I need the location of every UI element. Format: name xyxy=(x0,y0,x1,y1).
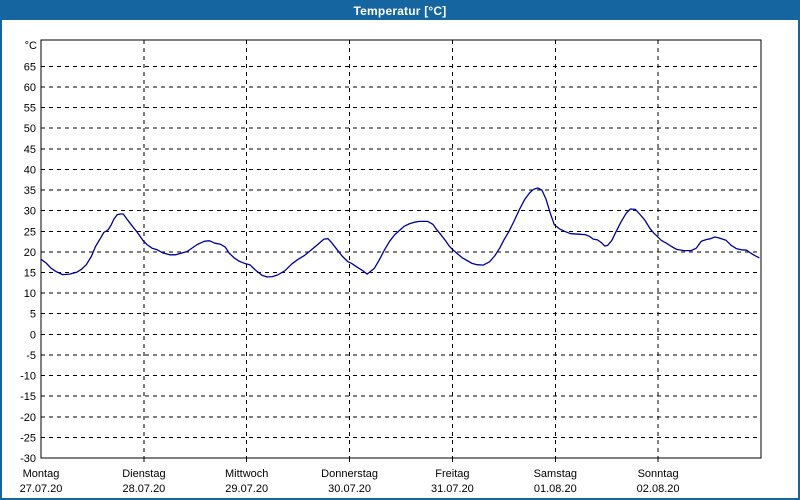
y-tick-label: 60 xyxy=(24,82,36,94)
x-day-date-label: 01.08.20 xyxy=(534,483,577,495)
plot-border xyxy=(40,39,762,459)
y-tick-label: 45 xyxy=(24,144,36,156)
y-tick-label: -10 xyxy=(20,371,36,383)
y-axis-unit-label: °C xyxy=(25,40,37,52)
y-tick-label: 50 xyxy=(24,123,36,135)
y-tick-label: 15 xyxy=(24,268,36,280)
x-day-name-label: Sonntag xyxy=(638,468,679,480)
y-tick-label: 25 xyxy=(24,226,36,238)
y-tick-label: -30 xyxy=(20,453,36,465)
x-day-name-label: Samstag xyxy=(534,468,577,480)
y-tick-label: 65 xyxy=(24,61,36,73)
window-title: Temperatur [°C] xyxy=(353,4,447,18)
y-tick-label: 10 xyxy=(24,288,36,300)
x-day-name-label: Montag xyxy=(23,468,60,480)
y-tick-label: 20 xyxy=(24,247,36,259)
y-tick-label: -15 xyxy=(20,391,36,403)
y-tick-label: 5 xyxy=(30,309,36,321)
y-tick-label: 40 xyxy=(24,164,36,176)
x-day-date-label: 27.07.20 xyxy=(20,483,63,495)
x-day-name-label: Donnerstag xyxy=(321,468,378,480)
x-day-date-label: 29.07.20 xyxy=(225,483,268,495)
y-tick-label: -20 xyxy=(20,412,36,424)
y-tick-label: 30 xyxy=(24,206,36,218)
y-tick-label: 35 xyxy=(24,185,36,197)
y-tick-label: 0 xyxy=(30,329,36,341)
y-tick-label: -25 xyxy=(20,432,36,444)
title-bar: Temperatur [°C] xyxy=(2,2,798,20)
chart-area: -30 -25 -20 -15 -10 -5 0 5 10 15 20 25 30 35 40 45 50 55 6… xyxy=(2,20,798,498)
x-day-date-label: 30.07.20 xyxy=(328,483,371,495)
x-day-name-label: Mittwoch xyxy=(225,468,268,480)
x-day-date-label: 28.07.20 xyxy=(122,483,165,495)
x-day-name-label: Dienstag xyxy=(122,468,165,480)
x-day-date-label: 31.07.20 xyxy=(431,483,474,495)
y-tick-label: -5 xyxy=(26,350,36,362)
temperature-chart-svg: -30 -25 -20 -15 -10 -5 0 5 10 15 20 25 30 35 40 45 50 55 6… xyxy=(20,39,762,495)
x-day-name-label: Freitag xyxy=(435,468,469,480)
x-day-date-label: 02.08.20 xyxy=(637,483,680,495)
y-tick-label: 55 xyxy=(24,103,36,115)
temperature-line xyxy=(40,187,760,278)
